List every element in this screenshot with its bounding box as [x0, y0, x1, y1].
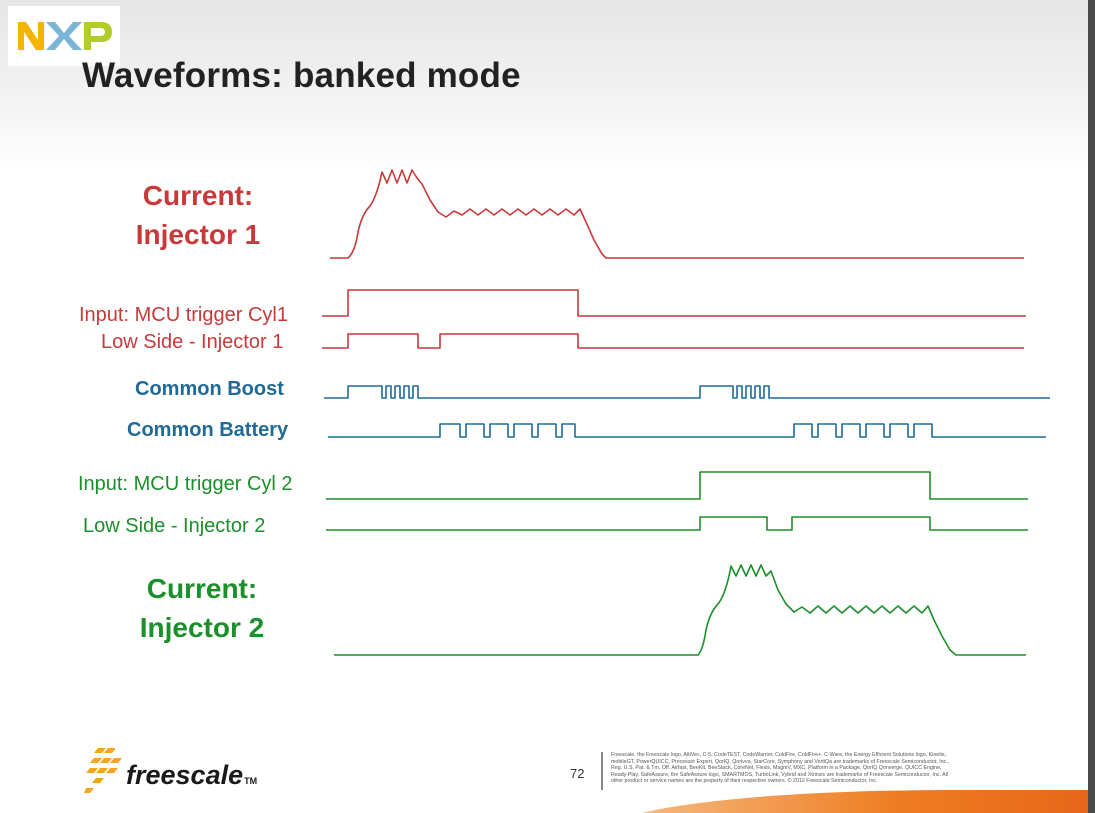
freescale-logo-icon: [84, 748, 122, 793]
current-injector-2-line1: Current:: [146, 573, 258, 604]
footer-divider: [601, 752, 603, 790]
common-battery-waveform: [328, 423, 1046, 438]
common-battery-label: Common Battery: [127, 419, 289, 441]
common-boost-waveform: [324, 385, 1050, 399]
freescale-trademark: TM: [244, 776, 258, 786]
freescale-brand-text: freescale: [126, 760, 244, 790]
legal-line: Freescale, the Freescale logo, AltiVec, …: [611, 752, 946, 758]
nxp-logo: [8, 6, 120, 66]
current-injector-1-label: Current: Injector 1: [98, 176, 298, 254]
legal-line: other product or service names are the p…: [611, 778, 878, 785]
input-cyl2-label: Input: MCU trigger Cyl 2: [78, 473, 293, 495]
low-side-injector-2-label: Low Side - Injector 2: [83, 515, 266, 537]
slide-title: Waveforms: banked mode: [82, 56, 521, 95]
waveform-panel: [78, 170, 1050, 690]
low-side-injector-1-label: Low Side - Injector 1: [101, 331, 284, 353]
legal-line: mobileGT, PowerQUICC, Processor Expert, …: [611, 758, 950, 765]
current-injector-2-waveform: [334, 564, 1026, 656]
legal-text: Freescale, the Freescale logo, AltiVec, …: [611, 752, 1051, 785]
page-number: 72: [570, 766, 585, 781]
input-cyl1-waveform: [322, 289, 1026, 317]
nxp-logo-graphic: [18, 22, 112, 50]
current-injector-1-line2: Injector 1: [135, 219, 261, 250]
low-side-injector-2-waveform: [326, 516, 1028, 531]
current-injector-1-line1: Current:: [142, 180, 254, 211]
input-cyl2-waveform: [326, 471, 1028, 500]
input-cyl1-label: Input: MCU trigger Cyl1: [79, 304, 288, 326]
common-boost-label: Common Boost: [135, 378, 284, 400]
current-injector-2-label: Current: Injector 2: [102, 569, 302, 647]
current-injector-1-waveform: [330, 169, 1024, 259]
window-edge: [1088, 0, 1095, 813]
low-side-injector-1-waveform: [322, 333, 1024, 349]
legal-line: Ready Play, SafeAssure, the SafeAssure l…: [611, 771, 948, 778]
legal-line: Reg. U.S. Pat. & Tm. Off. Airfast, BeeKi…: [611, 765, 942, 772]
current-injector-2-line2: Injector 2: [139, 612, 265, 643]
freescale-wordmark: freescaleTM: [126, 760, 257, 791]
